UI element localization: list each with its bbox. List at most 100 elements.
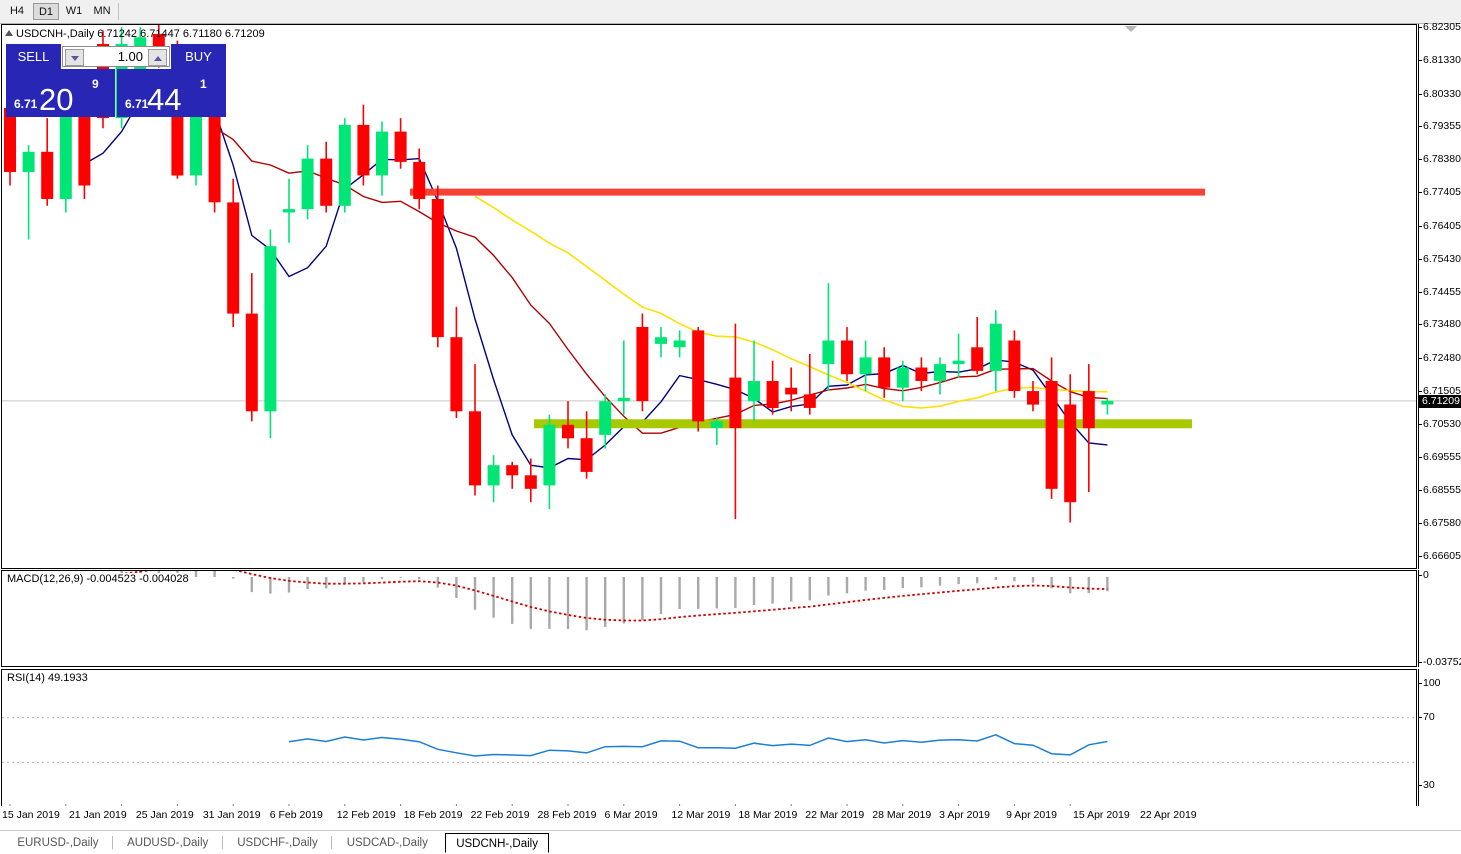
chevron-up-icon bbox=[154, 56, 162, 61]
price-scale-tick: 6.68555 bbox=[1423, 484, 1461, 497]
candle-body bbox=[785, 387, 798, 395]
candle-body bbox=[710, 421, 723, 429]
chart-tab-bar: EURUSD-,Daily AUDUSD-,Daily USDCHF-,Daily U… bbox=[0, 830, 1461, 854]
candle-body bbox=[301, 158, 314, 210]
timeframe-d1[interactable]: D1 bbox=[33, 3, 59, 20]
time-axis-label: 21 Jan 2019 bbox=[68, 809, 127, 821]
price-scale-tick-mark bbox=[1418, 159, 1422, 161]
sell-price-main: 20 bbox=[39, 82, 74, 117]
price-scale-tick: 6.70530 bbox=[1423, 417, 1461, 430]
time-axis-label: 6 Feb 2019 bbox=[269, 809, 323, 821]
candle-body bbox=[934, 364, 946, 381]
price-scale-tick-mark bbox=[1418, 225, 1422, 227]
chart-tab-usdchf[interactable]: USDCHF-,Daily bbox=[237, 837, 318, 849]
price-scale-tick-mark bbox=[1418, 192, 1422, 194]
time-axis-label: 18 Feb 2019 bbox=[403, 809, 463, 821]
candle-body bbox=[748, 381, 760, 402]
macd-plot bbox=[9, 571, 1109, 631]
chart-tab-eurusd[interactable]: EURUSD-,Daily bbox=[17, 837, 99, 849]
time-axis-label: 9 Apr 2019 bbox=[1006, 809, 1057, 821]
candle-body bbox=[1045, 381, 1058, 489]
price-scale-tick-mark bbox=[1418, 785, 1422, 786]
tab-divider bbox=[221, 836, 223, 849]
candle-body bbox=[469, 411, 481, 486]
candle-body bbox=[989, 323, 1002, 371]
price-scale-tick-mark bbox=[1418, 126, 1422, 128]
time-axis-label: 22 Feb 2019 bbox=[470, 809, 530, 821]
sell-price-prefix: 6.71 bbox=[14, 97, 38, 111]
trade-widget-top-row: SELL 1.00 BUY bbox=[6, 44, 226, 69]
time-axis-label: 22 Apr 2019 bbox=[1140, 809, 1197, 821]
sell-price-display[interactable]: 6.71 20 9 bbox=[6, 69, 115, 117]
volume-stepper[interactable]: 1.00 bbox=[62, 46, 170, 67]
volume-decrement-button[interactable] bbox=[65, 49, 84, 66]
rsi-panel[interactable]: RSI(14) 49.1933 bbox=[1, 669, 1417, 809]
candle-body bbox=[636, 327, 649, 402]
price-scale-tick: 6.67580 bbox=[1423, 517, 1461, 530]
candle-body bbox=[22, 151, 35, 172]
candle-body bbox=[543, 424, 556, 486]
price-scale-tick: 6.73480 bbox=[1423, 318, 1461, 331]
chart-area: USDCNH-,Daily 6.71242 6.71447 6.71180 6.… bbox=[0, 24, 1461, 829]
time-axis-label: 22 Mar 2019 bbox=[805, 809, 865, 821]
price-scale-border bbox=[1418, 570, 1419, 667]
chart-tab-audusd[interactable]: AUDUSD-,Daily bbox=[127, 837, 209, 849]
price-scale-tick-mark bbox=[1418, 423, 1422, 425]
price-scale-tick-mark bbox=[1418, 683, 1422, 684]
candle-body bbox=[952, 360, 965, 365]
time-axis-label: 15 Jan 2019 bbox=[2, 809, 60, 821]
candle-body bbox=[506, 465, 519, 476]
ma-slow-line bbox=[474, 195, 1108, 409]
buy-price-display[interactable]: 6.71 44 1 bbox=[117, 69, 226, 117]
candle-body bbox=[859, 357, 872, 375]
price-scale-tick: 6.72480 bbox=[1423, 352, 1461, 365]
timeframe-toolbar: H4 D1 W1 MN bbox=[0, 0, 1461, 24]
price-scale-border bbox=[1418, 24, 1419, 569]
chart-tab-usdcnh[interactable]: USDCNH-,Daily bbox=[445, 833, 549, 853]
candle-body bbox=[227, 202, 240, 314]
price-scale-tick: 6.80330 bbox=[1423, 87, 1461, 100]
collapse-triangle-icon[interactable] bbox=[5, 30, 13, 36]
candle-body bbox=[487, 465, 500, 486]
candle-body bbox=[4, 108, 16, 172]
volume-increment-button[interactable] bbox=[148, 49, 167, 66]
price-scale-tick-mark bbox=[1418, 717, 1422, 718]
candle-body bbox=[692, 330, 705, 422]
candle-body bbox=[878, 357, 891, 388]
tab-divider bbox=[111, 836, 113, 849]
timeframe-w1[interactable]: W1 bbox=[65, 5, 83, 17]
tab-divider bbox=[331, 836, 333, 849]
candle-body bbox=[376, 131, 388, 176]
time-axis[interactable]: 15 Jan 2019 21 Jan 2019 25 Jan 2019 31 Jan … bbox=[0, 806, 1461, 826]
macd-panel[interactable]: MACD(12,26,9) -0.004523 -0.004028 bbox=[1, 570, 1417, 667]
candle-body bbox=[1101, 400, 1114, 405]
price-scale-tick-mark bbox=[1418, 59, 1422, 61]
candle-body bbox=[338, 124, 351, 206]
timeframe-mn[interactable]: MN bbox=[93, 5, 111, 17]
candle-body bbox=[803, 394, 816, 408]
one-click-trading-panel[interactable]: SELL 1.00 BUY 6.71 20 9 6.71 44 1 bbox=[6, 44, 226, 117]
timeframe-h4[interactable]: H4 bbox=[9, 5, 25, 17]
price-panel[interactable]: USDCNH-,Daily 6.71242 6.71447 6.71180 6.… bbox=[1, 24, 1417, 569]
price-scale-tick: 6.79355 bbox=[1423, 120, 1461, 133]
time-axis-label: 15 Apr 2019 bbox=[1073, 809, 1130, 821]
rsi-line bbox=[288, 733, 1108, 757]
candle-body bbox=[1008, 340, 1021, 391]
candle-body bbox=[562, 424, 574, 439]
price-scale-tick-mark bbox=[1418, 291, 1422, 293]
candle-body bbox=[320, 158, 333, 206]
candle-body bbox=[729, 377, 742, 429]
candle-body bbox=[357, 124, 370, 176]
chart-tab-usdcad[interactable]: USDCAD-,Daily bbox=[346, 837, 428, 849]
price-scale[interactable]: 6.82305 6.81330 6.80330 6.79355 6.78380 6.774… bbox=[1418, 22, 1461, 829]
price-scale-tick: 6.76405 bbox=[1423, 219, 1461, 232]
volume-value[interactable]: 1.00 bbox=[117, 49, 143, 64]
chart-symbol-text: USDCNH-,Daily 6.71242 6.71447 6.71180 6.… bbox=[16, 28, 265, 40]
buy-button[interactable]: BUY bbox=[171, 44, 226, 69]
price-scale-tick-mark bbox=[1418, 523, 1422, 525]
sell-button[interactable]: SELL bbox=[6, 44, 61, 69]
candle-body bbox=[580, 438, 593, 472]
candle-body bbox=[673, 340, 686, 348]
sell-price-point: 9 bbox=[92, 77, 99, 91]
